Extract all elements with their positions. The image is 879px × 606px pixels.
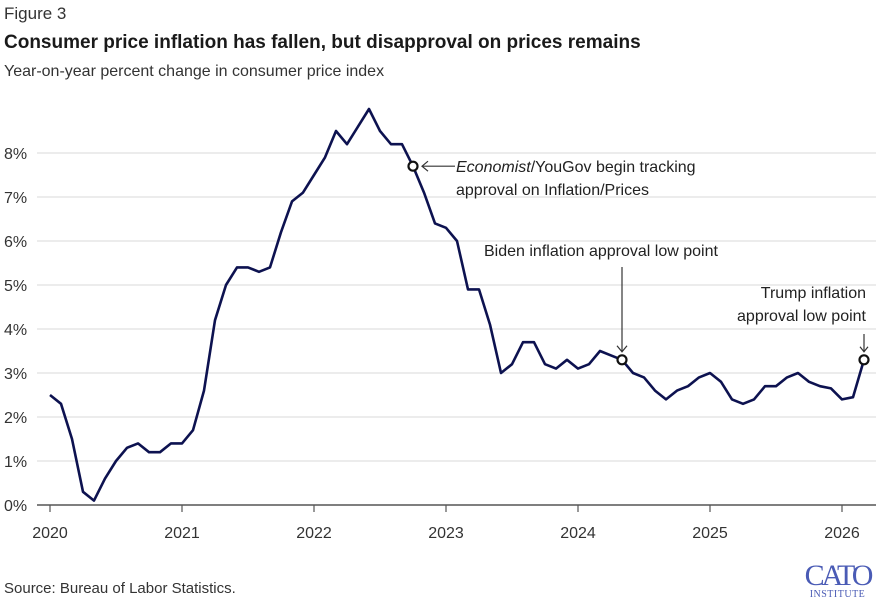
x-tick-label: 2023 — [428, 525, 464, 542]
annotation-marker — [407, 160, 419, 172]
annotation-biden: Biden inflation approval low point — [484, 243, 718, 260]
arrowhead-icon — [616, 345, 628, 353]
y-tick-label: 8% — [4, 146, 27, 163]
y-tick-label: 7% — [4, 190, 27, 207]
cpi-line — [49, 107, 866, 502]
figure-label: Figure 3 — [4, 4, 67, 23]
y-tick-label: 4% — [4, 322, 27, 339]
x-tick-label: 2022 — [296, 525, 332, 542]
y-tick-label: 3% — [4, 366, 27, 383]
arrowhead-icon — [421, 160, 429, 172]
arrowhead-icon — [859, 346, 869, 353]
y-tick-label: 1% — [4, 454, 27, 471]
logo-main: CATO — [804, 559, 874, 592]
annotation-trump-line1: Trump inflation — [761, 285, 866, 302]
cato-logo: CATO INSTITUTE — [800, 559, 875, 600]
x-tick-label: 2021 — [164, 525, 200, 542]
x-tick-label: 2024 — [560, 525, 596, 542]
annotation-economist-line2: approval on Inflation/Prices — [456, 182, 649, 199]
x-tick-label: 2026 — [824, 525, 860, 542]
chart-subtitle: Year-on-year percent change in consumer … — [4, 63, 385, 80]
x-tick-label: 2020 — [32, 525, 68, 542]
x-tick-label: 2025 — [692, 525, 728, 542]
y-tick-label: 5% — [4, 278, 27, 295]
annotation-marker — [858, 354, 870, 366]
y-tick-label: 2% — [4, 410, 27, 427]
annotation-trump-line2: approval low point — [737, 308, 867, 325]
y-tick-label: 6% — [4, 234, 27, 251]
source-note: Source: Bureau of Labor Statistics. — [4, 580, 236, 597]
logo-sub: INSTITUTE — [809, 589, 866, 600]
y-tick-label: 0% — [4, 498, 27, 515]
annotation-economist-line1: Economist/YouGov begin tracking — [456, 159, 696, 176]
annotation-marker — [616, 354, 628, 366]
chart-title: Consumer price inflation has fallen, but… — [4, 32, 641, 53]
